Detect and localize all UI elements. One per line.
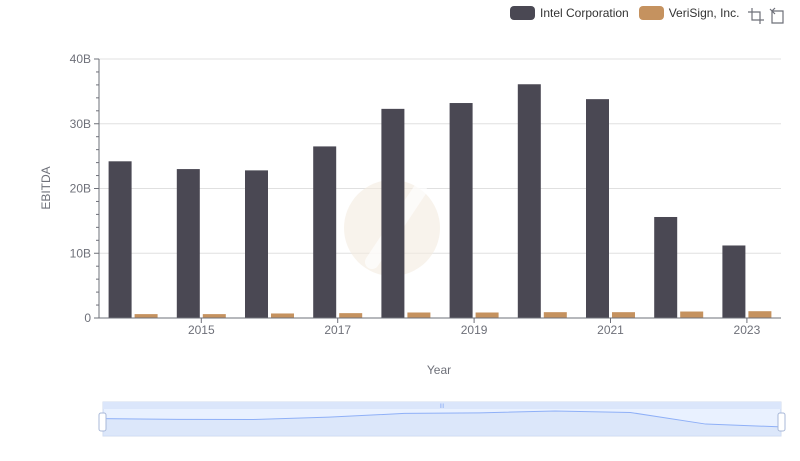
legend-label-intel: Intel Corporation [540,6,629,20]
intel-bar-2022 [654,216,678,318]
y-tick-label: 40B [70,52,91,66]
zoom-handle-left[interactable] [98,412,107,432]
y-tick-label: 10B [70,246,91,260]
x-axis: 2015 2017 2019 2021 2023 [99,317,781,337]
verisign-bar-2023 [748,311,772,318]
y-tick-label: 20B [70,182,91,196]
legend-item-intel[interactable]: Intel Corporation [510,6,629,20]
intel-bar-2015 [176,169,200,318]
verisign-bar-2014 [134,314,158,318]
verisign-bar-2022 [680,311,704,318]
bars [108,84,772,319]
legend-swatch-intel [510,6,535,20]
verisign-bar-2018 [407,312,431,318]
x-axis-label: Year [427,363,451,377]
verisign-bar-2017 [339,313,363,318]
verisign-bar-2016 [271,313,294,318]
verisign-bar-2019 [475,312,499,318]
intel-bar-2018 [381,108,405,318]
y-axis: 0 10B 20B 30B 40B [70,52,100,325]
legend: Intel Corporation VeriSign, Inc. [510,4,749,22]
intel-bar-2016 [245,170,268,318]
grid-lines [99,58,781,254]
intel-bar-2023 [722,245,746,318]
intel-bar-2021 [586,99,609,319]
intel-bar-2019 [449,103,473,318]
zoom-preview-area [103,411,781,436]
verisign-bar-2015 [202,314,226,318]
intel-bar-2017 [313,146,337,318]
legend-item-verisign[interactable]: VeriSign, Inc. [638,6,740,20]
x-tick-label: 2015 [188,323,215,337]
legend-label-verisign: VeriSign, Inc. [668,6,740,20]
zoom-reset-icon[interactable] [768,6,788,26]
zoom-handle-right[interactable] [777,412,786,432]
x-tick-label: 2017 [324,323,351,337]
data-zoom-slider[interactable]: III [98,401,786,437]
x-tick-label: 2019 [461,323,488,337]
verisign-bar-2021 [612,312,635,318]
y-tick-label: 0 [84,311,91,325]
zoom-move-handle[interactable]: III [439,404,444,410]
intel-bar-2020 [517,84,541,318]
toolbox [746,6,790,26]
x-tick-label: 2023 [734,323,761,337]
intel-bar-2014 [108,161,132,318]
verisign-bar-2020 [543,312,567,318]
legend-swatch-verisign [638,6,664,20]
y-tick-label: 30B [70,117,91,131]
x-tick-label: 2021 [597,323,624,337]
y-axis-label: EBITDA [39,166,53,209]
zoom-preview-line [102,410,782,428]
zoom-move-bar[interactable] [103,402,781,409]
zoom-icon[interactable] [746,6,766,26]
